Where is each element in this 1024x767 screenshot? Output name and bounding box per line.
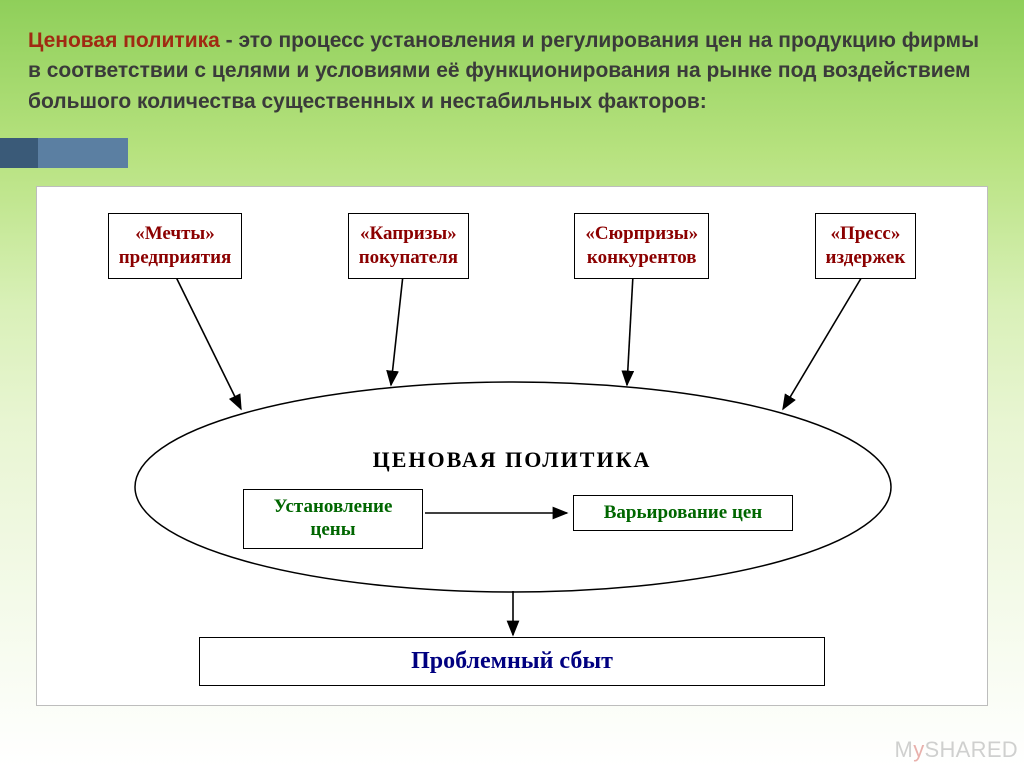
accent-seg-2 (38, 138, 128, 168)
slide-header: Ценовая политика - это процесс установле… (0, 0, 1024, 125)
factor-box-1: «Мечты» предприятия (108, 213, 243, 279)
watermark: MySHARED (895, 737, 1018, 763)
inner-left-l1: Установление (274, 496, 393, 517)
factor-1-line2: предприятия (119, 247, 232, 268)
factor-box-2: «Капризы» покупателя (348, 213, 469, 279)
definition-text-2: существенных и нестабильных факторов: (261, 90, 706, 113)
accent-bar (0, 138, 128, 168)
factor-box-3: «Сюрпризы» конкурентов (574, 213, 709, 279)
factor-4-line1: «Пресс» (830, 223, 900, 244)
arrow-line (175, 275, 241, 409)
inner-box-left: Установление цены (243, 489, 423, 549)
arrow-line (627, 275, 633, 385)
bottom-box: Проблемный сбыт (199, 637, 825, 686)
factor-1-line1: «Мечты» (135, 223, 215, 244)
arrow-line (783, 275, 863, 409)
watermark-p2: SHARED (925, 737, 1019, 762)
accent-seg-1 (0, 138, 38, 168)
diagram-container: «Мечты» предприятия «Капризы» покупателя… (36, 186, 988, 706)
factor-row: «Мечты» предприятия «Капризы» покупателя… (37, 213, 987, 279)
watermark-p1: M (895, 737, 914, 762)
arrow-line (391, 275, 403, 385)
inner-box-right: Варьирование цен (573, 495, 793, 531)
inner-left-l2: цены (310, 519, 355, 540)
factor-2-line2: покупателя (359, 247, 458, 268)
ellipse-title: ЦЕНОВАЯ ПОЛИТИКА (37, 447, 987, 473)
watermark-y: y (913, 737, 924, 762)
ellipse-shape (135, 382, 891, 592)
term-text: Ценовая политика (28, 29, 220, 52)
factor-4-line2: издержек (826, 247, 906, 268)
factor-3-line1: «Сюрпризы» (585, 223, 698, 244)
factor-2-line1: «Капризы» (360, 223, 457, 244)
factor-3-line2: конкурентов (587, 247, 697, 268)
factor-box-4: «Пресс» издержек (815, 213, 917, 279)
